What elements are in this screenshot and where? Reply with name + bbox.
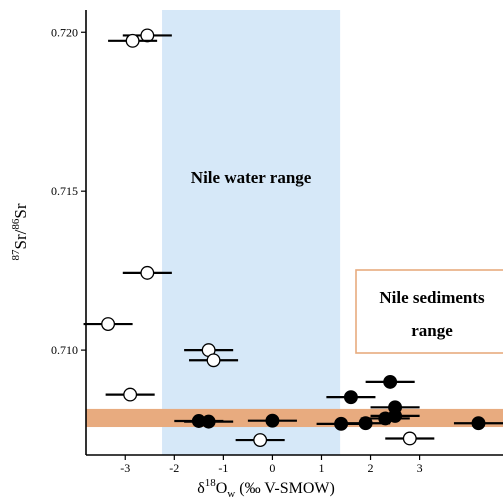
y-tick-label: 0.715 (51, 184, 78, 198)
open-data-point (402, 431, 417, 446)
nile-water-band (162, 10, 341, 455)
y-tick-label: 0.720 (51, 25, 78, 39)
ticks-layer: -3 -2 -1 0 1 2 3 0.710 0.715 0.720 (51, 25, 423, 475)
x-tick-label: 0 (269, 461, 275, 475)
y-axis-label: 87Sr/86Sr (10, 203, 30, 260)
filled-data-point (358, 416, 373, 431)
nile-sediments-band (86, 408, 503, 428)
x-tick-label: 2 (368, 461, 374, 475)
filled-data-point (201, 414, 216, 429)
bands-layer (86, 10, 503, 455)
x-tick-label: -1 (218, 461, 228, 475)
open-data-point (206, 353, 221, 368)
filled-data-point (383, 374, 398, 389)
open-data-point (125, 33, 140, 48)
nile-sediments-label-box (355, 269, 503, 354)
band-labels-layer: Nile water range Nile sediments range (191, 168, 503, 354)
filled-data-point (343, 390, 358, 405)
open-data-point (253, 433, 268, 448)
points-layer (83, 28, 503, 448)
x-tick-label: 1 (318, 461, 324, 475)
nile-sediments-label-line2: range (411, 321, 453, 340)
open-data-point (140, 265, 155, 280)
y-tick-label: 0.710 (51, 343, 78, 357)
x-tick-label: -3 (120, 461, 130, 475)
axis-labels-layer: δ18Ow (‰ V-SMOW) 87Sr/86Sr (10, 203, 335, 499)
nile-sediments-label-line1: Nile sediments (379, 288, 485, 307)
nile-water-range-label: Nile water range (191, 168, 312, 187)
x-axis-label: δ18Ow (‰ V-SMOW) (197, 477, 335, 499)
filled-data-point (378, 411, 393, 426)
axes-frame (85, 10, 503, 456)
filled-data-point (265, 413, 280, 428)
x-tick-label: -2 (169, 461, 179, 475)
open-data-point (101, 317, 116, 331)
filled-data-point (471, 416, 486, 431)
open-data-point (123, 387, 138, 402)
x-tick-label: 3 (417, 461, 423, 475)
